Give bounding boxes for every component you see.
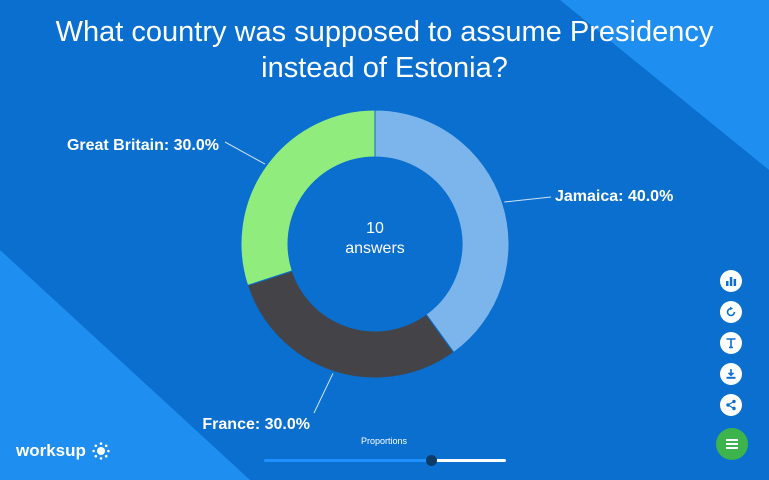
bg-stripe-bottom-left: [0, 250, 250, 480]
download-icon: [726, 369, 736, 379]
slice-label: France: 30.0%: [202, 416, 310, 433]
leader-line: [504, 196, 552, 203]
chart-slices: [240, 109, 510, 379]
sun-dots-icon: [92, 442, 110, 460]
side-toolbar: [720, 270, 746, 425]
brand-logo: worksup: [16, 441, 110, 461]
refresh-icon: [726, 306, 736, 317]
chart-type-button[interactable]: [720, 270, 742, 292]
download-button[interactable]: [720, 363, 742, 385]
slice-label: Great Britain: 30.0%: [67, 137, 219, 154]
slider-track-empty: [431, 459, 506, 462]
slice-labels: Jamaica: 40.0% France: 30.0% Great Britain…: [67, 137, 673, 433]
bar-chart-icon: [726, 277, 737, 286]
share-button[interactable]: [720, 394, 742, 416]
proportions-slider[interactable]: [264, 454, 506, 468]
bg-stripe-top-right: [560, 0, 769, 170]
slice-france[interactable]: [246, 270, 455, 379]
leader-line: [224, 141, 266, 165]
menu-button[interactable]: [716, 428, 748, 460]
label-leaders: [224, 141, 552, 414]
text-button[interactable]: [720, 332, 742, 354]
slice-jamaica[interactable]: [374, 109, 510, 354]
slider-thumb[interactable]: [426, 455, 437, 466]
leader-line: [313, 373, 334, 414]
share-icon: [726, 399, 736, 411]
menu-icon: [726, 439, 738, 449]
center-count: 10: [366, 220, 384, 237]
page-title: What country was supposed to assume Pres…: [55, 16, 714, 84]
slice-great-britain[interactable]: [240, 109, 376, 287]
slider-track-filled: [264, 459, 431, 462]
slice-label: Jamaica: 40.0%: [555, 188, 673, 205]
refresh-button[interactable]: [720, 301, 742, 323]
slider-label: Proportions: [360, 436, 408, 446]
center-unit: answers: [345, 240, 405, 257]
brand-name: worksup: [16, 441, 86, 460]
text-icon: [726, 338, 736, 349]
